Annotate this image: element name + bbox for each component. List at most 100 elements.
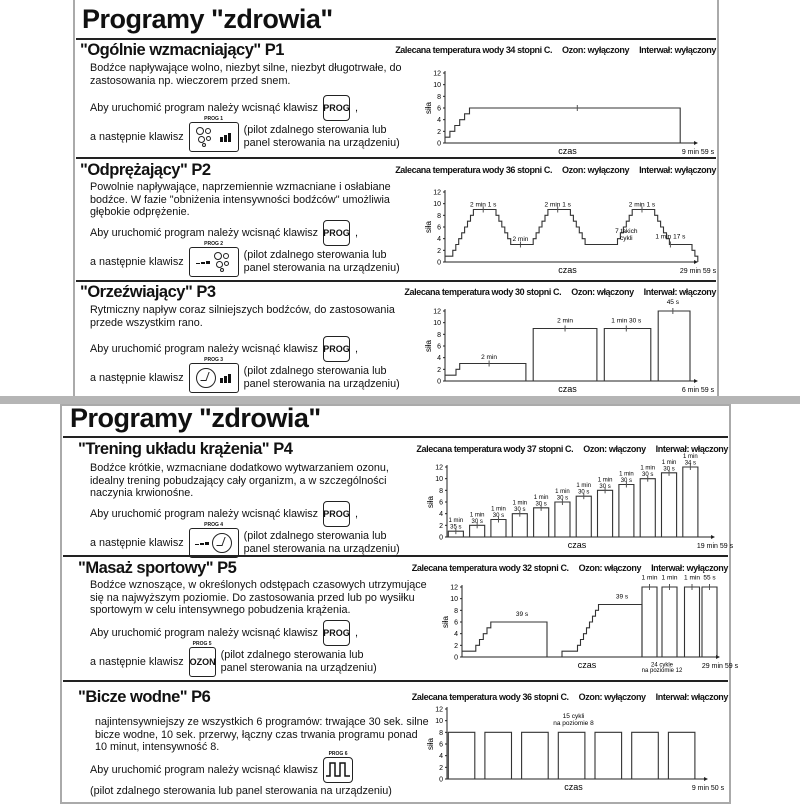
duration-label: 6 min 59 s [682,387,715,394]
program-key-button[interactable]: PROG 4 [188,522,239,558]
y-tick-label: 10 [435,718,443,725]
prog-key-button[interactable]: PROG [323,336,351,362]
bar-duration-label: 30 s [493,513,504,519]
water-temperature: Zalecana temperatura wody 34 stopni C. [395,45,553,55]
y-tick-label: 4 [439,511,443,518]
clock-icon [195,368,216,388]
y-tick-label: 8 [437,94,441,101]
intensity-line [445,208,699,262]
y-tick-label: 6 [437,106,441,113]
program-key-button[interactable]: PROG 1 [188,116,239,152]
chart-annotation: 1 min [684,574,700,581]
key-caption: PROG 6 [328,751,348,757]
bar-duration-label: 30 s [663,466,674,472]
program-description: Bodźce napływające wolno, niezbyt silne,… [90,62,402,87]
ozone-status: Ozon: wyłączony [562,45,630,55]
program-params: Zalecana temperatura wody 32 stopni C. Oz… [412,559,729,573]
remote-note: (pilot zdalnego sterowania lub panel ster… [244,124,400,150]
comma: , [355,626,359,639]
section-divider [76,157,716,159]
ozone-status: Ozon: włączony [571,287,634,297]
prog-key-button[interactable]: PROG [323,501,351,527]
comma: , [355,342,359,355]
y-tick-label: 6 [439,500,443,507]
intensity-line [683,586,701,657]
remote-note-1: (pilot zdalnego sterowania lub [243,124,387,136]
prog-key-button[interactable]: PROG [323,620,351,646]
chart-annotation: 55 s [703,574,716,581]
x-axis-label: czas [558,146,577,156]
x-axis-label: czas [568,540,587,550]
then-instruction: a następnie klawisz [90,536,184,549]
chart-annotation: 2 min 1 s [470,202,497,209]
x-axis-arrow-icon [711,535,715,539]
program-header: "Trening układu krążenia" P4 Zalecana tem… [78,440,728,459]
chart-annotation: 1 min 30 s [611,318,642,325]
bar-duration-label: 30 s [514,507,525,513]
chart-annotation: 24 cykle [651,662,674,668]
intensity-line [561,603,643,657]
program-params: Zalecana temperatura wody 36 stopni C. Oz… [411,688,729,702]
program-key-button[interactable]: PROG 2 [188,241,239,277]
x-axis-label: czas [564,782,583,792]
start-instruction: Aby uruchomić program należy wcisnąć kla… [90,226,319,239]
y-axis-label: siła [424,101,433,114]
bar-duration-label: 30 s [642,472,653,478]
bar-duration-label: 1 min [662,460,677,466]
prog-key-button[interactable]: PROG [323,220,351,246]
program-intensity-chart: 0 2 4 6 8 10 12 siła czas 29 min 59 s 39 s 39 s 1 mi… [441,574,739,674]
intensity-low-bars-icon [195,541,210,545]
y-tick-label: 12 [435,707,443,714]
program-key-button[interactable]: PROG 5 OZON [188,641,216,677]
then-instruction-row: a następnie klawisz PROG 1 (pilot zdalnego… [90,116,400,152]
y-tick-label: 12 [433,71,441,78]
program-key-button[interactable]: PROG 3 [188,357,239,393]
program-params: Zalecana temperatura wody 30 stopni C. Oz… [404,283,716,297]
chart-annotation: 15 cykli [563,713,585,720]
intensity-line [657,310,691,381]
y-tick-label: 6 [439,742,443,749]
pulse-wave-icon [325,760,351,780]
program-intensity-chart: 0 2 4 6 8 10 12 siła czas 9 min 59 s [424,71,715,157]
intensity-line [596,489,614,537]
intensity-line [533,507,550,537]
duration-label: 9 min 50 s [692,785,725,792]
bar-duration-label: 1 min [449,518,464,524]
ozone-status: Ozon: włączony [583,444,646,454]
bubbles-icon [196,127,214,147]
pulse-wave-key-button[interactable]: PROG 6 [323,751,354,783]
program-heading: "Trening układu krążenia" P4 [78,440,293,458]
divider [76,38,716,40]
page-title-2: Programy "zdrowia" [70,403,321,433]
program-description: Bodźce krótkie, wzmacniane dodatkowo wyt… [90,462,389,499]
chart-annotation: na poziomie 12 [642,668,683,674]
intensity-line [594,731,623,779]
program-header: "Bicze wodne" P6 Zalecana temperatura wod… [78,688,728,707]
remote-note: (pilot zdalnego sterowania lub panel ster… [244,365,400,391]
y-tick-label: 0 [437,141,441,148]
water-temperature: Zalecana temperatura wody 36 stopni C. [395,165,553,175]
water-temperature: Zalecana temperatura wody 36 stopni C. [411,692,569,702]
intensity-line [701,586,718,657]
x-axis-arrow-icon [694,141,698,145]
x-axis-label: czas [578,660,597,670]
interval-status: Interwał: wyłączony [639,45,716,55]
y-tick-label: 12 [450,585,458,592]
program-heading: "Bicze wodne" P6 [78,688,211,706]
key-caption: PROG 4 [204,522,224,528]
program-description: Bodźce wznoszące, w określonych odstępac… [90,579,427,616]
bar-duration-label: 1 min [470,512,485,518]
prog-key-button[interactable]: PROG [323,95,351,121]
program-intensity-chart: 0 2 4 6 8 10 12 siła czas 6 min 59 s 2 min 2 min 1 m… [424,299,715,394]
intensity-low-bars-icon [195,260,210,264]
y-axis-label: siła [426,495,435,508]
y-tick-label: 6 [437,225,441,232]
y-tick-label: 2 [437,248,441,255]
chart-annotation: 2 min 1 s [545,202,572,209]
ozone-status: Ozon: włączony [578,563,642,573]
start-instruction: Aby uruchomić program należy wcisnąć kla… [90,507,319,520]
page-title: Programy "zdrowia" [82,4,333,34]
y-tick-label: 0 [439,535,443,542]
